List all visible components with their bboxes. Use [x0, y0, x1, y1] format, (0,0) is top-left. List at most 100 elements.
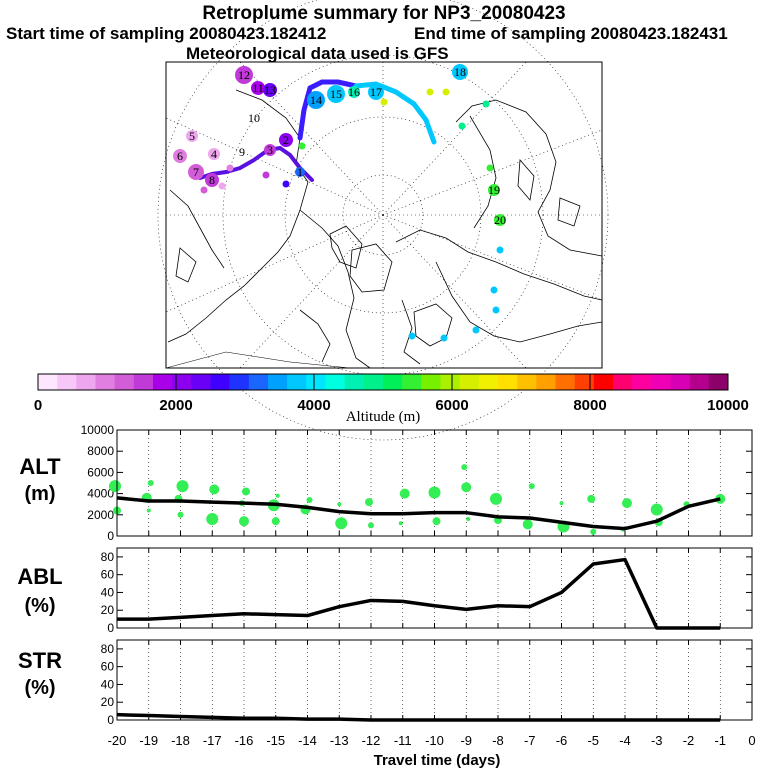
map-marker-small — [486, 164, 494, 172]
altitude-point — [337, 502, 342, 507]
series-line — [116, 712, 721, 722]
altitude-point — [490, 492, 502, 505]
y-tick-label: 6000 — [87, 465, 114, 479]
colorbar-swatch — [248, 374, 269, 390]
time-series-panels: ALT(m)0200040006000800010000ABL(%)020406… — [17, 423, 755, 748]
map-marker — [307, 91, 325, 109]
map-marker — [368, 84, 384, 100]
y-tick-label: 40 — [101, 677, 115, 691]
colorbar-swatch — [478, 374, 499, 390]
map-marker-small — [440, 334, 448, 342]
map-marker-label: 19 — [488, 183, 500, 197]
x-tick-label: -17 — [203, 733, 222, 748]
colorbar-axis-label: Altitude (m) — [346, 409, 421, 425]
x-tick-label: -12 — [362, 733, 381, 748]
y-tick-label: 80 — [101, 642, 115, 656]
map-marker-small — [442, 88, 450, 96]
colorbar-swatch — [613, 374, 633, 390]
altitude-point — [399, 488, 410, 499]
map-marker-label: 1 — [297, 165, 303, 179]
x-tick-label: -6 — [556, 733, 568, 748]
x-tick-label: 0 — [748, 733, 755, 748]
altitude-point — [146, 508, 151, 513]
altitude-point — [398, 521, 403, 526]
colorbar-swatch — [268, 374, 288, 390]
colorbar-swatch — [133, 374, 154, 390]
panel-frame — [116, 547, 753, 629]
colorbar-swatch — [325, 374, 345, 390]
x-tick-label: -7 — [524, 733, 536, 748]
y-tick-label: 80 — [101, 550, 115, 564]
altitude-point — [528, 483, 535, 490]
map-marker — [188, 164, 204, 180]
map-marker — [279, 133, 293, 147]
altitude-point — [206, 513, 219, 526]
map-projection-outline — [165, 351, 351, 369]
colorbar-swatch — [440, 374, 460, 390]
end-time-label: End time of sampling 20080423.182431 — [414, 24, 728, 43]
colorbar-swatches — [38, 374, 729, 390]
map-marker-label: 9 — [239, 145, 245, 159]
chart-title: Retroplume summary for NP3_20080423 — [202, 3, 566, 24]
y-tick-label: 0 — [107, 713, 114, 727]
altitude-point — [271, 517, 280, 526]
altitude-point — [176, 480, 189, 493]
map-marker-label: 12 — [238, 68, 250, 82]
colorbar-swatch — [708, 374, 729, 390]
colorbar-swatch — [421, 374, 441, 390]
colorbar-swatch — [191, 374, 211, 390]
map-marker-label: 17 — [370, 85, 382, 99]
map-marker-small — [226, 164, 234, 172]
map-marker-small — [472, 326, 480, 334]
map-marker-label: 4 — [211, 147, 217, 161]
map-marker — [494, 214, 506, 226]
map-graticule — [157, 0, 609, 441]
x-tick-label: -18 — [171, 733, 190, 748]
altitude-point — [368, 522, 374, 529]
colorbar-swatch — [95, 374, 115, 390]
colorbar-ticks: 0 2000 4000 6000 8000 10000 — [34, 374, 749, 414]
map-marker-small — [282, 180, 290, 188]
colorbar-swatch — [670, 374, 690, 390]
map-marker-label: 6 — [177, 149, 183, 163]
map-marker-small — [490, 286, 498, 294]
met-data-label: Meteorological data used is GFS — [186, 44, 449, 63]
colorbar-swatch — [459, 374, 480, 390]
y-tick-label: 20 — [101, 603, 115, 617]
panel-yunit: (%) — [24, 677, 55, 699]
altitude-point — [432, 517, 441, 526]
x-tick-label: -14 — [298, 733, 317, 748]
map-marker — [327, 85, 345, 103]
panel-ylabel: ABL — [17, 564, 62, 589]
colorbar-swatch — [76, 374, 96, 390]
map-marker — [452, 64, 468, 80]
x-axis-label: Travel time (days) — [374, 752, 501, 768]
altitude-point — [242, 487, 250, 496]
colorbar-swatch — [172, 374, 192, 390]
map-marker — [295, 167, 305, 177]
x-tick-label: -13 — [330, 733, 349, 748]
colorbar-tick-label: 10000 — [707, 397, 749, 414]
altitude-point — [209, 484, 220, 495]
panel-yunit: (m) — [24, 483, 55, 505]
panel-frame — [116, 639, 753, 721]
altitude-point — [461, 482, 472, 493]
map-marker-small — [200, 186, 208, 194]
colorbar-swatch — [57, 374, 77, 390]
altitude-point — [587, 494, 596, 503]
x-tick-label: -2 — [683, 733, 695, 748]
map-marker-small — [408, 332, 416, 340]
map-marker — [205, 173, 219, 187]
map-marker-small — [482, 100, 490, 108]
altitude-point — [239, 516, 249, 527]
altitude-point — [147, 480, 154, 486]
map-marker — [488, 184, 500, 196]
map-marker — [235, 66, 253, 84]
x-tick-label: -9 — [460, 733, 472, 748]
colorbar-swatch — [574, 374, 595, 390]
colorbar-swatch — [555, 374, 575, 390]
colorbar-swatch — [593, 374, 614, 390]
colorbar-swatch — [651, 374, 671, 390]
x-tick-label: -20 — [108, 733, 127, 748]
